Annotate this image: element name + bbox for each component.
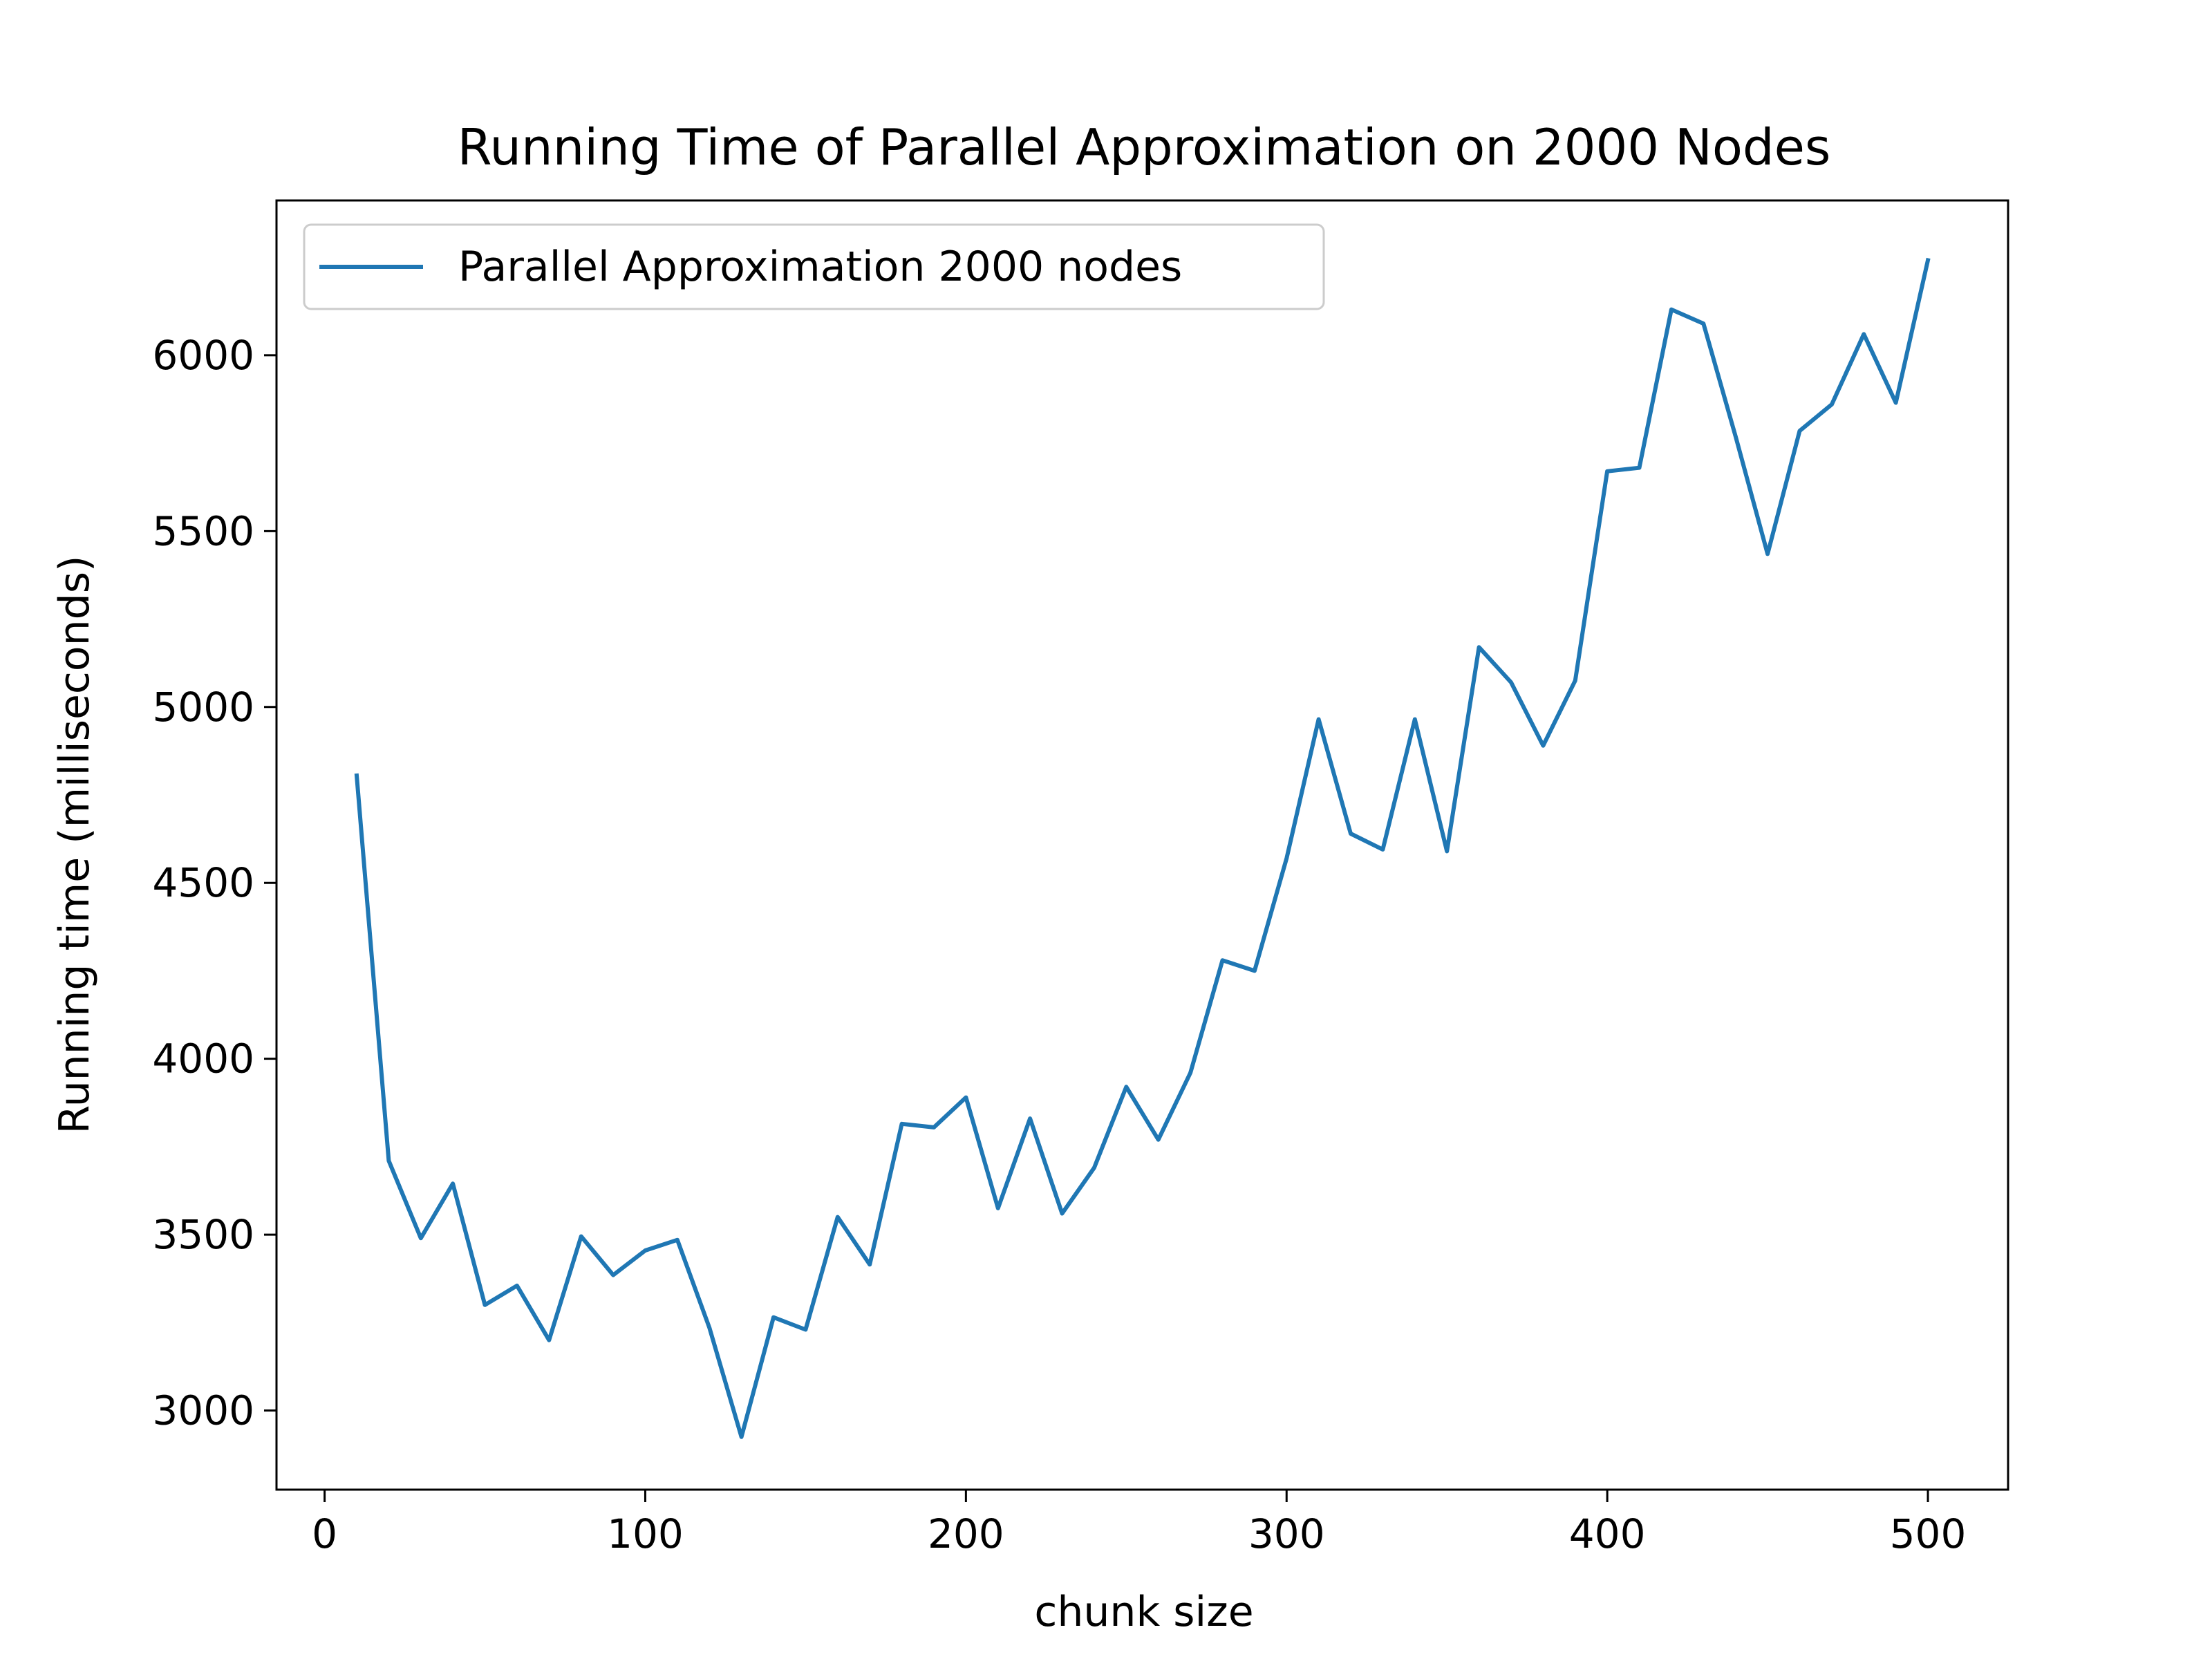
legend: Parallel Approximation 2000 nodes	[303, 223, 1325, 310]
x-axis-label: chunk size	[1034, 1588, 1253, 1636]
y-tick-label: 6000	[152, 332, 254, 379]
y-axis-ticks: 3000 3500 4000 4500 5000 5500 6000	[152, 332, 276, 1434]
y-axis-label: Running time (milliseconds)	[50, 556, 99, 1134]
y-tick-label: 5000	[152, 684, 254, 731]
x-tick-label: 400	[1569, 1510, 1646, 1557]
x-tick-label: 300	[1248, 1510, 1325, 1557]
x-tick-label: 0	[312, 1510, 337, 1557]
y-tick-label: 5500	[152, 507, 254, 554]
x-tick-label: 200	[928, 1510, 1004, 1557]
y-tick-label: 3500	[152, 1211, 254, 1258]
legend-label: Parallel Approximation 2000 nodes	[458, 243, 1182, 291]
series-line	[354, 257, 1931, 1439]
x-tick-label: 500	[1890, 1510, 1967, 1557]
chart-title: Running Time of Parallel Approximation o…	[458, 118, 1831, 176]
y-tick-label: 3000	[152, 1387, 254, 1434]
x-axis-ticks: 0 100 200 300 400 500	[312, 1490, 1966, 1557]
x-tick-label: 100	[607, 1510, 684, 1557]
plot-area	[275, 199, 2009, 1491]
legend-box	[303, 223, 1325, 310]
y-tick-label: 4500	[152, 859, 254, 906]
y-tick-label: 4000	[152, 1035, 254, 1082]
